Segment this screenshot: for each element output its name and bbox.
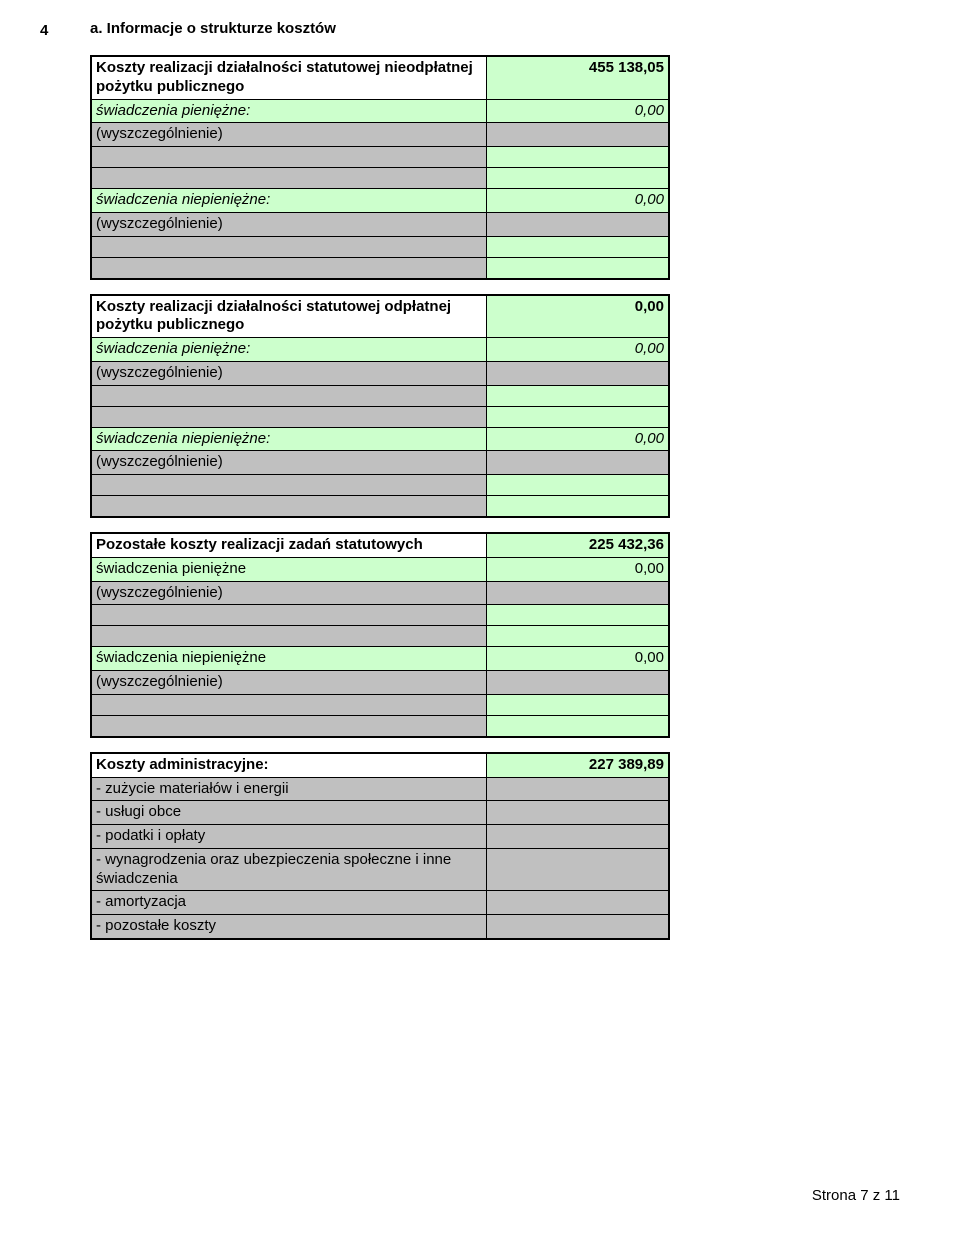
block4-item-3: - podatki i opłaty: [91, 825, 486, 849]
cell: [486, 605, 669, 626]
block3-row3-label: świadczenia niepieniężne: [91, 647, 486, 671]
block4-item-6: - pozostałe koszty: [91, 915, 486, 939]
cell: [91, 236, 486, 257]
cell: [486, 848, 669, 891]
cell: [91, 715, 486, 737]
section-number: 4: [40, 22, 48, 39]
cell: [486, 123, 669, 147]
costs-block-4: Koszty administracyjne: 227 389,89 - zuż…: [90, 752, 670, 940]
cell: [486, 626, 669, 647]
cell: [91, 385, 487, 406]
cell: [91, 257, 486, 279]
cell: [486, 777, 669, 801]
block2-row1-label: świadczenia pieniężne:: [91, 338, 487, 362]
cell: [486, 236, 669, 257]
block2-row2-label: (wyszczególnienie): [91, 361, 487, 385]
section-heading: a. Informacje o strukturze kosztów: [90, 20, 900, 37]
cell: [486, 212, 669, 236]
block1-row3-label: świadczenia niepieniężne:: [91, 189, 486, 213]
block4-title-value: 227 389,89: [486, 753, 669, 777]
cell: [91, 475, 487, 496]
block2-row1-value: 0,00: [487, 338, 669, 362]
block3-title-value: 225 432,36: [486, 533, 669, 557]
block4-item-4: - wynagrodzenia oraz ubezpieczenia społe…: [91, 848, 486, 891]
block4-item-2: - usługi obce: [91, 801, 486, 825]
cell: [486, 715, 669, 737]
page-footer: Strona 7 z 11: [812, 1187, 900, 1204]
cell: [486, 257, 669, 279]
block3-row3-value: 0,00: [486, 647, 669, 671]
block1-row2-label: (wyszczególnienie): [91, 123, 486, 147]
block3-row1-value: 0,00: [486, 557, 669, 581]
block2-title: Koszty realizacji działalności statutowe…: [91, 295, 487, 338]
block2-title-value: 0,00: [487, 295, 669, 338]
costs-block-3: Pozostałe koszty realizacji zadań statut…: [90, 532, 670, 738]
block1-row1-value: 0,00: [486, 99, 669, 123]
block3-title: Pozostałe koszty realizacji zadań statut…: [91, 533, 486, 557]
block4-item-5: - amortyzacja: [91, 891, 486, 915]
cell: [486, 581, 669, 605]
cell: [486, 915, 669, 939]
block1-title-value: 455 138,05: [486, 56, 669, 99]
block3-row1-label: świadczenia pieniężne: [91, 557, 486, 581]
cell: [487, 496, 669, 518]
block4-title: Koszty administracyjne:: [91, 753, 486, 777]
block3-row2-label: (wyszczególnienie): [91, 581, 486, 605]
cell: [486, 147, 669, 168]
costs-block-1: Koszty realizacji działalności statutowe…: [90, 55, 670, 280]
cell: [486, 801, 669, 825]
block1-row4-label: (wyszczególnienie): [91, 212, 486, 236]
cell: [486, 825, 669, 849]
cell: [91, 626, 486, 647]
cell: [91, 147, 486, 168]
cell: [486, 891, 669, 915]
block2-row4-label: (wyszczególnienie): [91, 451, 487, 475]
cell: [91, 168, 486, 189]
block1-title: Koszty realizacji działalności statutowe…: [91, 56, 486, 99]
cell: [91, 605, 486, 626]
block3-row4-label: (wyszczególnienie): [91, 671, 486, 695]
cell: [487, 406, 669, 427]
block1-row1-label: świadczenia pieniężne:: [91, 99, 486, 123]
cell: [91, 496, 487, 518]
cell: [486, 168, 669, 189]
cell: [487, 451, 669, 475]
block2-row3-value: 0,00: [487, 427, 669, 451]
block4-item-1: - zużycie materiałów i energii: [91, 777, 486, 801]
cell: [486, 694, 669, 715]
cell: [487, 385, 669, 406]
cell: [487, 475, 669, 496]
cell: [487, 361, 669, 385]
block1-row3-value: 0,00: [486, 189, 669, 213]
cell: [91, 694, 486, 715]
cell: [486, 671, 669, 695]
costs-block-2: Koszty realizacji działalności statutowe…: [90, 294, 670, 519]
cell: [91, 406, 487, 427]
block2-row3-label: świadczenia niepieniężne:: [91, 427, 487, 451]
